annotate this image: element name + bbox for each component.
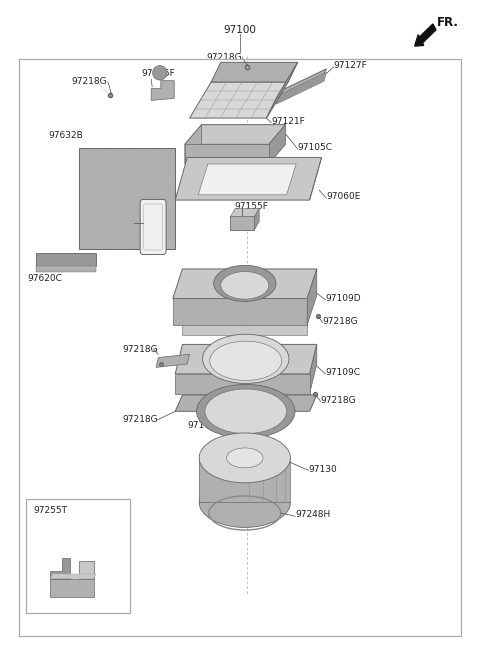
Polygon shape <box>310 344 317 394</box>
Ellipse shape <box>203 334 289 383</box>
Polygon shape <box>50 574 96 579</box>
Polygon shape <box>36 253 96 266</box>
Polygon shape <box>50 579 94 597</box>
Ellipse shape <box>197 384 295 438</box>
Polygon shape <box>185 125 202 164</box>
Text: 97109D: 97109D <box>325 294 361 303</box>
Polygon shape <box>173 269 317 298</box>
Ellipse shape <box>199 478 290 527</box>
Polygon shape <box>198 164 296 195</box>
Polygon shape <box>79 148 175 249</box>
Polygon shape <box>199 458 290 502</box>
Text: 97176E: 97176E <box>187 420 222 430</box>
Polygon shape <box>156 354 190 367</box>
Text: 97125F: 97125F <box>142 69 175 78</box>
FancyBboxPatch shape <box>140 199 166 255</box>
Polygon shape <box>175 395 317 411</box>
Ellipse shape <box>205 389 287 434</box>
Ellipse shape <box>227 448 263 468</box>
Polygon shape <box>211 62 298 82</box>
Ellipse shape <box>221 272 269 299</box>
Polygon shape <box>175 157 322 200</box>
Text: 97255T: 97255T <box>34 506 68 515</box>
Polygon shape <box>274 69 326 102</box>
Polygon shape <box>36 266 96 272</box>
Text: 97620C: 97620C <box>27 274 62 283</box>
Text: 97127F: 97127F <box>334 61 367 70</box>
Polygon shape <box>266 62 298 118</box>
Polygon shape <box>230 216 254 230</box>
Polygon shape <box>276 72 326 104</box>
Text: 97218G: 97218G <box>71 77 107 87</box>
Polygon shape <box>173 298 307 325</box>
Polygon shape <box>254 209 259 230</box>
Polygon shape <box>50 558 70 579</box>
Text: 97109C: 97109C <box>325 368 360 377</box>
Polygon shape <box>310 157 322 200</box>
Polygon shape <box>175 344 317 374</box>
Text: 97155F: 97155F <box>234 202 268 211</box>
Polygon shape <box>185 125 286 144</box>
Bar <box>19 59 461 636</box>
Text: 97105C: 97105C <box>298 143 333 152</box>
Text: 97060E: 97060E <box>326 192 361 201</box>
Text: 97130: 97130 <box>309 464 337 474</box>
Polygon shape <box>175 374 310 394</box>
Text: 97100: 97100 <box>224 24 256 35</box>
Ellipse shape <box>153 66 167 80</box>
Text: 97632B: 97632B <box>48 131 83 140</box>
Text: 97218G: 97218G <box>323 317 358 326</box>
Polygon shape <box>307 269 317 325</box>
Text: 97218G: 97218G <box>122 415 158 424</box>
Text: 97218G: 97218G <box>321 396 356 405</box>
Ellipse shape <box>214 266 276 302</box>
Polygon shape <box>151 81 174 100</box>
Ellipse shape <box>199 433 290 483</box>
Polygon shape <box>269 125 286 164</box>
Text: FR.: FR. <box>437 16 459 30</box>
Text: 97218G: 97218G <box>206 53 242 62</box>
Text: 97218G: 97218G <box>122 345 158 354</box>
Polygon shape <box>190 82 288 118</box>
Polygon shape <box>185 144 269 164</box>
Text: 97246M: 97246M <box>103 215 140 224</box>
Polygon shape <box>182 325 307 335</box>
Text: 97248H: 97248H <box>295 510 330 520</box>
Polygon shape <box>79 561 94 579</box>
FancyArrow shape <box>415 24 436 46</box>
Polygon shape <box>230 209 259 216</box>
Ellipse shape <box>210 341 282 380</box>
Text: 97121F: 97121F <box>271 117 305 126</box>
Bar <box>26 499 130 613</box>
